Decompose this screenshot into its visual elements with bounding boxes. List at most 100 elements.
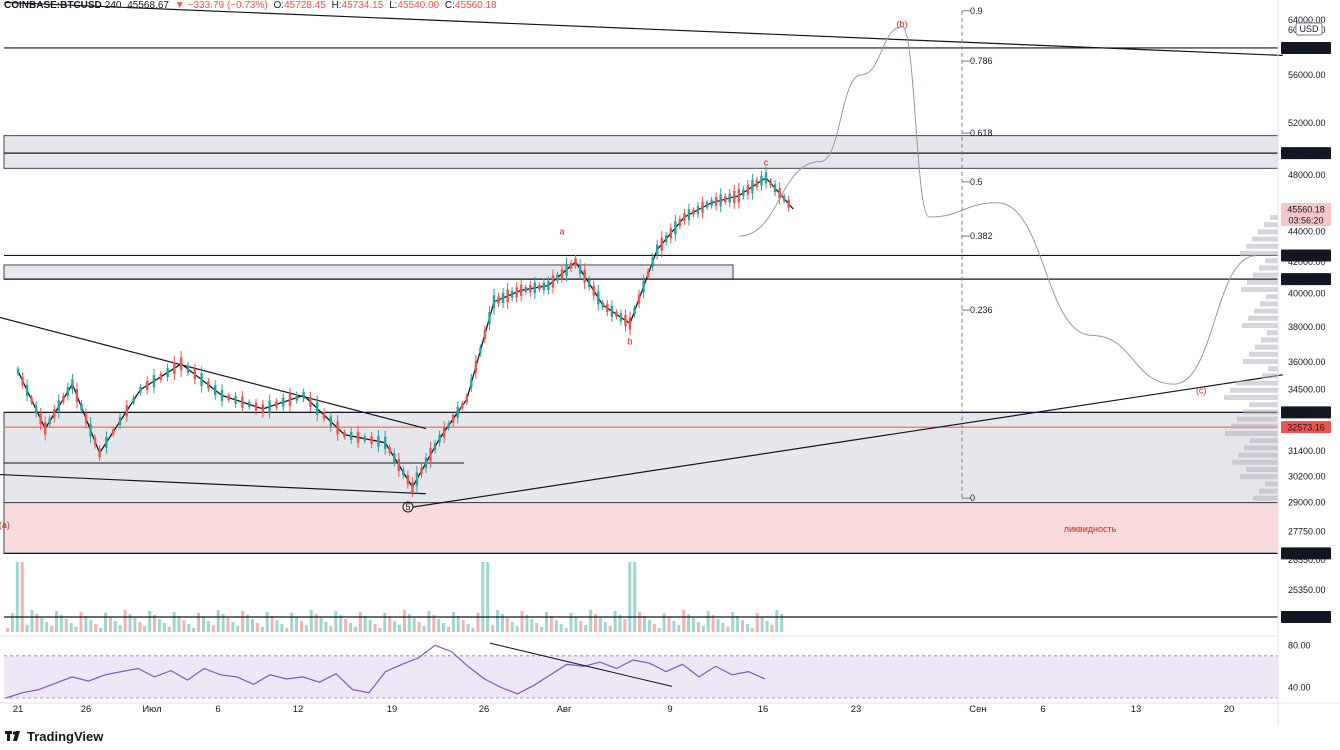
time-tick: Авг <box>557 704 572 715</box>
candle-body <box>44 422 47 435</box>
volume-bar <box>603 622 607 632</box>
volume-bar <box>373 624 377 632</box>
time-tick: 20 <box>1224 704 1235 715</box>
candle-body <box>483 329 487 339</box>
fib-level-0.5: 0.5 <box>970 177 983 187</box>
volume-bar <box>221 614 225 632</box>
series-layer <box>16 26 1278 501</box>
volume-bar <box>304 625 308 632</box>
volume-bar <box>280 624 284 632</box>
candle-body <box>637 294 641 304</box>
price-label-box <box>1281 41 1331 54</box>
candle-body <box>186 365 190 373</box>
volume-profile-bar <box>1252 236 1278 242</box>
volume-bar <box>285 628 289 632</box>
volume-bar <box>162 623 166 632</box>
volume-bar <box>545 612 548 632</box>
time-tick: 23 <box>851 704 862 715</box>
candle-body <box>474 360 478 373</box>
price-label: 33320.12 <box>1287 408 1325 418</box>
volume-bar <box>104 613 107 632</box>
volume-bar <box>780 614 784 632</box>
fib-level-0.9: 0.9 <box>970 6 983 16</box>
volume-bar <box>368 620 372 632</box>
wave-label: b <box>627 336 632 346</box>
volume-bar <box>383 613 387 632</box>
price-tick: 44000.00 <box>1288 227 1326 237</box>
volume-profile-bar <box>1255 344 1278 350</box>
volume-bar <box>741 620 744 632</box>
volume-bar <box>486 562 490 632</box>
volume-profile-bar <box>1266 294 1278 300</box>
volume-bar <box>59 615 63 632</box>
volume-bar <box>623 619 627 632</box>
open-value: 45728.45 <box>284 0 326 11</box>
volume-bar <box>706 611 710 632</box>
volume-bar <box>466 624 470 632</box>
volume-bar <box>412 618 416 632</box>
volume-bar <box>481 562 485 632</box>
volume-bar <box>339 615 343 632</box>
tradingview-logo[interactable]: TradingView <box>5 729 103 744</box>
candle-body <box>538 284 541 290</box>
candle-body <box>547 280 550 290</box>
volume-profile-bar <box>1247 279 1278 285</box>
volume-bar <box>206 621 210 632</box>
volume-bar <box>300 621 303 632</box>
interval[interactable]: 240 <box>104 0 122 11</box>
volume-profile-bar <box>1232 459 1278 465</box>
candle-body <box>624 314 627 326</box>
candle-body <box>336 421 339 435</box>
volume-profile-bar <box>1249 402 1278 408</box>
price-label: 26822.00 <box>1287 549 1325 559</box>
candle-body <box>506 289 509 303</box>
price-tick: 25350.00 <box>1288 585 1326 595</box>
tradingview-logo-icon <box>5 731 20 741</box>
volume-bar <box>358 612 362 632</box>
rsi-tick: 80.00 <box>1288 640 1311 650</box>
candle-body <box>268 400 271 413</box>
candle-body <box>34 405 38 414</box>
candle-body <box>724 196 727 203</box>
volume-bar <box>309 610 313 632</box>
volume-bar <box>172 612 176 632</box>
volume-bar <box>128 614 132 632</box>
volume-bar <box>246 615 250 632</box>
candle-body <box>393 453 396 463</box>
candle-body <box>683 213 686 222</box>
volume-bar <box>569 613 573 632</box>
wave-marker-circle <box>402 501 414 513</box>
volume-bar <box>643 616 646 632</box>
brand-text: TradingView <box>27 729 104 744</box>
volume-bar <box>79 612 83 632</box>
symbol-name[interactable]: COINBASE:BTCUSD <box>4 0 102 11</box>
candle-body <box>628 317 632 330</box>
volume-bar <box>701 626 705 632</box>
candle-body <box>139 386 142 393</box>
volume-bar <box>633 562 637 632</box>
volume-bar <box>432 615 436 632</box>
candle-body <box>674 221 677 235</box>
volume-bar <box>25 625 29 632</box>
candle-body <box>406 475 410 485</box>
volume-bar <box>290 613 294 632</box>
volume-bar <box>118 625 122 632</box>
volume-profile-bar <box>1261 337 1278 343</box>
volume-bar <box>236 626 240 632</box>
volume-bar <box>378 628 382 632</box>
time-tick: 26 <box>81 704 92 715</box>
volume-profile-bar <box>1238 452 1278 458</box>
volume-profile-bar <box>1253 495 1278 501</box>
candle-body <box>678 218 682 226</box>
volume-profile-bar <box>1268 366 1278 372</box>
volume-bar <box>677 625 681 632</box>
volume-profile-bar <box>1248 315 1278 321</box>
volume-bar <box>442 623 446 632</box>
candle-body <box>470 378 473 388</box>
candle-body <box>66 387 70 397</box>
volume-bar <box>74 627 78 632</box>
volume-bar <box>775 610 779 632</box>
candle-body <box>356 431 360 443</box>
volume-profile-bar <box>1265 481 1278 487</box>
